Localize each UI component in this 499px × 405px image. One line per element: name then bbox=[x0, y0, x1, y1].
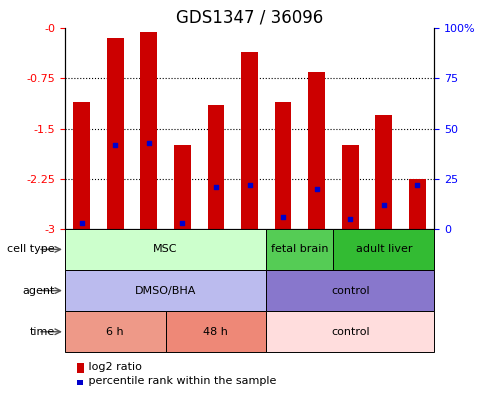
Bar bbox=[266, 270, 434, 311]
Bar bbox=[166, 311, 266, 352]
Text: 48 h: 48 h bbox=[204, 327, 229, 337]
Bar bbox=[208, 105, 225, 229]
Text: percentile rank within the sample: percentile rank within the sample bbox=[85, 376, 276, 386]
Bar bbox=[65, 270, 266, 311]
Text: log2 ratio: log2 ratio bbox=[85, 362, 142, 371]
Point bbox=[279, 213, 287, 220]
Text: MSC: MSC bbox=[153, 244, 178, 254]
Point bbox=[178, 220, 186, 226]
Point bbox=[246, 181, 253, 188]
Bar bbox=[140, 32, 157, 229]
Bar bbox=[375, 115, 392, 229]
Point bbox=[78, 220, 86, 226]
Bar bbox=[65, 229, 266, 270]
Title: GDS1347 / 36096: GDS1347 / 36096 bbox=[176, 9, 323, 27]
Point bbox=[380, 202, 388, 208]
Text: cell type: cell type bbox=[7, 244, 55, 254]
Point bbox=[413, 181, 421, 188]
Point bbox=[212, 183, 220, 190]
Bar bbox=[409, 179, 426, 229]
Text: control: control bbox=[331, 286, 370, 296]
Text: agent: agent bbox=[22, 286, 55, 296]
Bar bbox=[266, 311, 434, 352]
Text: DMSO/BHA: DMSO/BHA bbox=[135, 286, 196, 296]
Bar bbox=[342, 145, 359, 229]
Bar bbox=[333, 229, 434, 270]
Point bbox=[111, 141, 119, 148]
Bar bbox=[73, 102, 90, 229]
Bar bbox=[107, 38, 124, 229]
Text: 6 h: 6 h bbox=[106, 327, 124, 337]
Bar bbox=[174, 145, 191, 229]
Text: time: time bbox=[29, 327, 55, 337]
Text: control: control bbox=[331, 327, 370, 337]
Bar bbox=[308, 72, 325, 229]
Text: fetal brain: fetal brain bbox=[271, 244, 329, 254]
Bar bbox=[274, 102, 291, 229]
Point bbox=[313, 185, 321, 192]
Bar bbox=[241, 52, 258, 229]
Bar bbox=[266, 229, 333, 270]
Text: adult liver: adult liver bbox=[355, 244, 412, 254]
Bar bbox=[65, 311, 166, 352]
Point bbox=[145, 139, 153, 146]
Point bbox=[346, 215, 354, 222]
